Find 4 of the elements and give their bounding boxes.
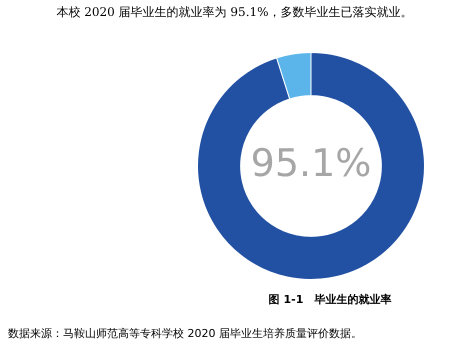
source-note: 数据来源：马鞍山师范高等专科学校 2020 届毕业生培养质量评价数据。 [8,326,362,341]
data-label: 95.1% [250,140,372,185]
chart-title: 本校 2020 届毕业生的就业率为 95.1%，多数毕业生已落实就业。 [55,4,414,21]
caption: 图 1-1 毕业生的就业率 [268,292,392,307]
